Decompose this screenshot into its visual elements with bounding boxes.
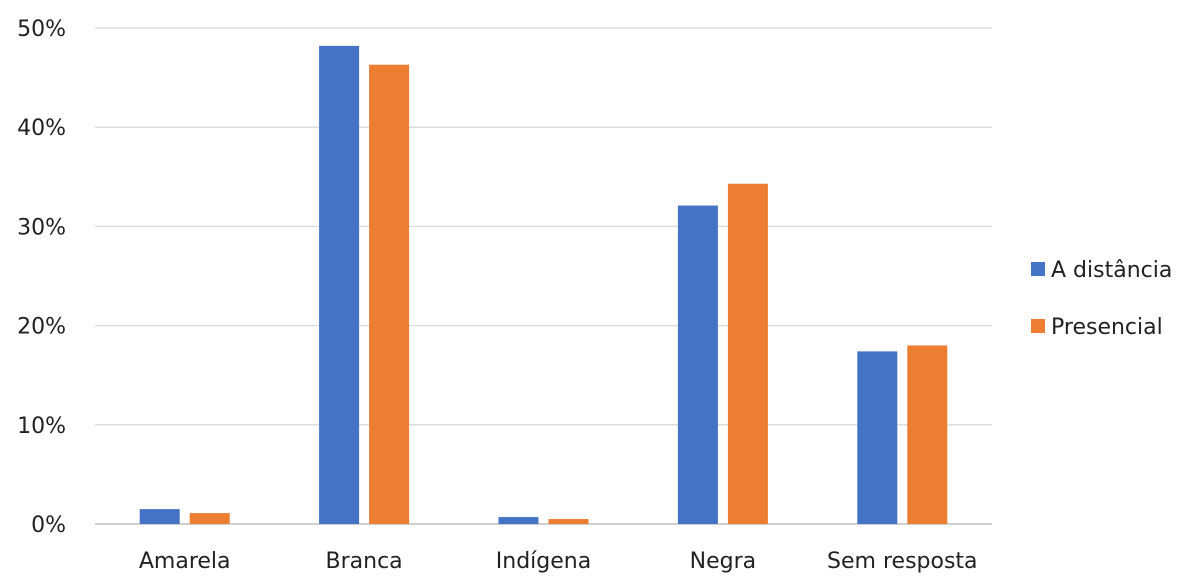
x-category-label: Branca bbox=[326, 549, 403, 574]
x-category-label: Sem resposta bbox=[827, 549, 977, 574]
y-tick-label: 10% bbox=[17, 414, 66, 439]
bar-a-distancia-negra bbox=[677, 205, 718, 524]
y-tick-label: 30% bbox=[17, 215, 66, 240]
bar-a-distancia-branca bbox=[319, 45, 360, 525]
y-tick-label: 40% bbox=[17, 116, 66, 141]
bar-presencial-branca bbox=[369, 64, 410, 524]
y-tick-label: 50% bbox=[17, 17, 66, 42]
legend-swatch bbox=[1031, 262, 1045, 276]
y-tick-label: 20% bbox=[17, 315, 66, 340]
bar-a-distancia-indígena bbox=[498, 517, 539, 524]
y-tick-label: 0% bbox=[31, 513, 66, 538]
bar-presencial-amarela bbox=[189, 513, 230, 524]
legend-swatch bbox=[1031, 319, 1045, 333]
legend-label: Presencial bbox=[1051, 315, 1163, 340]
legend-label: A distância bbox=[1051, 258, 1172, 283]
x-category-label: Amarela bbox=[139, 549, 231, 574]
bar-a-distancia-amarela bbox=[139, 509, 180, 524]
gridlines bbox=[95, 27, 992, 525]
bar-presencial-sem-resposta bbox=[907, 345, 948, 524]
bar-a-distancia-sem-resposta bbox=[857, 351, 898, 524]
x-category-label: Negra bbox=[690, 549, 756, 574]
y-axis-tick-labels: 0% 10% 20% 30% 40% 50% bbox=[17, 17, 66, 538]
bars bbox=[139, 45, 948, 525]
bar-presencial-indígena bbox=[548, 519, 589, 524]
bar-presencial-negra bbox=[727, 183, 768, 524]
x-axis-category-labels: Amarela Branca Indígena Negra Sem resposta bbox=[139, 549, 978, 574]
legend: A distância Presencial bbox=[1031, 258, 1172, 340]
x-category-label: Indígena bbox=[496, 549, 591, 574]
